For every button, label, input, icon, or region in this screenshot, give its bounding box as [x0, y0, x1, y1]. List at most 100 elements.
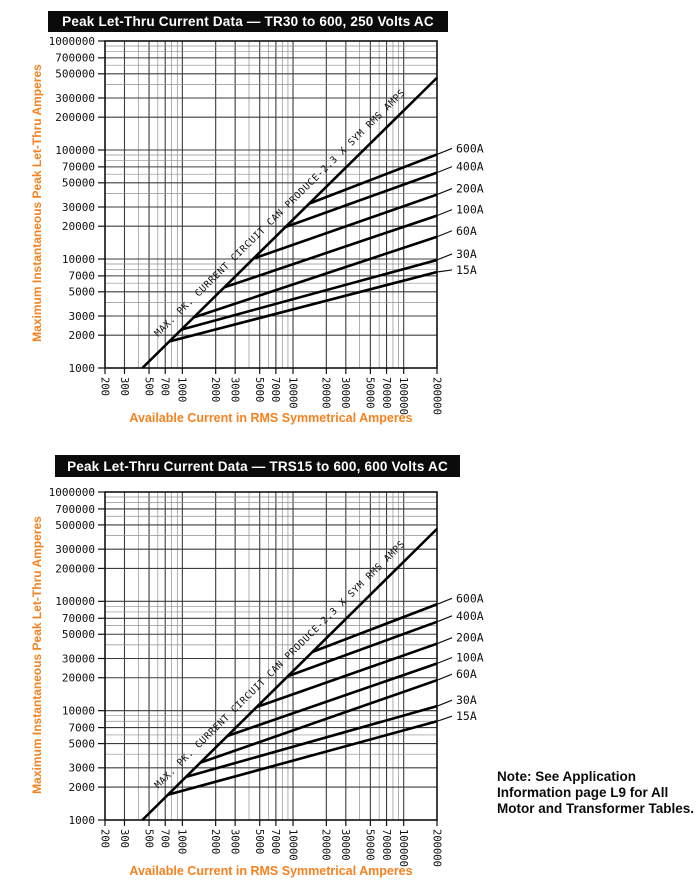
leader-line-400A — [436, 615, 453, 623]
x-tick-label: 3000 — [228, 829, 240, 854]
x-tick-label: 10000 — [286, 829, 298, 861]
x-tick-labels: 200 300 500 700 1000 2000 3000 5000 7000 10000 200… — [98, 829, 442, 867]
x-tick-label: 10000 — [286, 377, 298, 409]
x-tick-label: 5000 — [253, 377, 265, 402]
y-tick-label: 50000 — [62, 177, 95, 190]
chart-0: 200 300 500 700 1000 2000 3000 5000 7000 10000 200… — [49, 35, 484, 415]
x-tick-label: 7000 — [269, 377, 281, 402]
leader-line-600A — [436, 597, 453, 605]
x-tick-label: 700 — [159, 377, 171, 396]
curve-30A — [185, 704, 438, 779]
curve-label-60A: 60A — [456, 667, 477, 681]
curve-60A — [192, 235, 438, 319]
curve-label-200A: 200A — [456, 631, 484, 645]
y-tick-label: 200000 — [55, 111, 95, 124]
x-tick-label: 3000 — [228, 377, 240, 402]
x-tick-label: 100000 — [397, 829, 409, 867]
curve-200A — [256, 642, 438, 709]
y-tick-label: 500000 — [55, 68, 95, 81]
y-tick-label: 70000 — [62, 161, 95, 174]
y-tick-label: 1000 — [69, 362, 96, 375]
x-tick-label: 50000 — [364, 377, 376, 409]
y-tick-label: 2000 — [69, 329, 96, 342]
x-tick-label: 1000 — [176, 829, 188, 854]
grid — [105, 492, 437, 820]
x-tick-label: 300 — [118, 829, 130, 848]
y-tick-label: 10000 — [62, 253, 95, 266]
grid — [105, 41, 437, 368]
y-tick-label: 1000000 — [49, 35, 95, 48]
x-tick-label: 200 — [98, 377, 110, 396]
curve-15A — [168, 270, 438, 343]
x-tick-label: 2000 — [209, 829, 221, 854]
x-tick-label: 20000 — [320, 829, 332, 861]
y-tick-label: 500000 — [55, 519, 95, 532]
curve-label-30A: 30A — [456, 693, 477, 707]
y-tick-label: 30000 — [62, 201, 95, 214]
plot-border — [104, 491, 438, 821]
leader-line-200A — [436, 637, 453, 645]
leader-line-100A — [436, 209, 453, 217]
curve-100A — [226, 662, 438, 738]
leader-line-400A — [436, 166, 453, 174]
y-tick-label: 30000 — [62, 652, 95, 665]
note-line: Motor and Transformer Tables. — [497, 801, 695, 817]
curve-60A — [199, 678, 438, 764]
y-tick-label: 700000 — [55, 52, 95, 65]
x-tick-label: 5000 — [253, 829, 265, 854]
y-tick-label: 2000 — [69, 781, 96, 794]
chart2-title-bar: Peak Let-Thru Current Data — TRS15 to 60… — [55, 455, 460, 477]
x-tick-label: 500 — [142, 829, 154, 848]
chart1-title: Peak Let-Thru Current Data — TR30 to 600… — [62, 14, 434, 29]
curve-15A — [167, 720, 438, 797]
curve-30A — [181, 258, 438, 331]
x-tick-label: 2000 — [209, 377, 221, 402]
y-tick-label: 1000 — [69, 814, 96, 827]
x-tick-label: 70000 — [380, 377, 392, 409]
application-note: Note: See Application Information page L… — [497, 769, 696, 818]
y-tick-labels: 1000 2000 3000 5000 7000 10000 20000 30000 50000… — [49, 486, 95, 827]
leader-line-60A — [436, 673, 453, 681]
diagonal-line — [141, 76, 438, 369]
curve-label-200A: 200A — [456, 182, 484, 196]
y-tick-label: 1000000 — [49, 486, 95, 499]
chart2-title: Peak Let-Thru Current Data — TRS15 to 60… — [67, 458, 448, 474]
curves: 600A 400A 200A 100A 60A 30A 15A — [168, 141, 484, 343]
y-tick-label: 200000 — [55, 562, 95, 575]
leader-line-60A — [436, 230, 453, 238]
x-tick-label: 30000 — [339, 829, 351, 861]
curve-label-400A: 400A — [456, 609, 484, 623]
curve-label-15A: 15A — [456, 709, 477, 723]
y-tick-label: 20000 — [62, 220, 95, 233]
note-line: Note: See Application — [497, 769, 637, 784]
x-tick-label: 50000 — [364, 829, 376, 861]
curves: 600A 400A 200A 100A 60A 30A 15A — [167, 591, 484, 797]
chart1-title-bar: Peak Let-Thru Current Data — TR30 to 600… — [48, 11, 448, 32]
x-tick-label: 30000 — [339, 377, 351, 409]
y-tick-label: 5000 — [69, 737, 96, 750]
x-tick-label: 1000 — [176, 377, 188, 402]
x-tick-label: 200000 — [430, 829, 442, 867]
curve-label-100A: 100A — [456, 203, 484, 217]
y-tick-label: 10000 — [62, 705, 95, 718]
leader-line-600A — [436, 147, 453, 156]
x-tick-label: 700 — [159, 829, 171, 848]
leader-line-100A — [436, 656, 453, 665]
curve-600A — [308, 153, 438, 205]
curve-100A — [224, 214, 438, 289]
chart-1: 200 300 500 700 1000 2000 3000 5000 7000 10000 200… — [49, 486, 484, 867]
y-tick-label: 300000 — [55, 543, 95, 556]
curve-200A — [253, 193, 438, 260]
x-tick-label: 70000 — [380, 829, 392, 861]
x-tick-label: 300 — [118, 377, 130, 396]
axis-ticks — [98, 40, 438, 374]
diagonal-label: MAX. PK. CURRENT CIRCUIT CAN PRODUCE-2.3… — [153, 539, 408, 791]
curve-400A — [284, 171, 438, 229]
x-tick-labels: 200 300 500 700 1000 2000 3000 5000 7000 10000 200… — [98, 377, 442, 415]
x-tick-label: 20000 — [320, 377, 332, 409]
note-line: Information page L9 for All — [497, 785, 669, 801]
curve-label-30A: 30A — [456, 247, 477, 261]
y-tick-label: 3000 — [69, 310, 96, 323]
